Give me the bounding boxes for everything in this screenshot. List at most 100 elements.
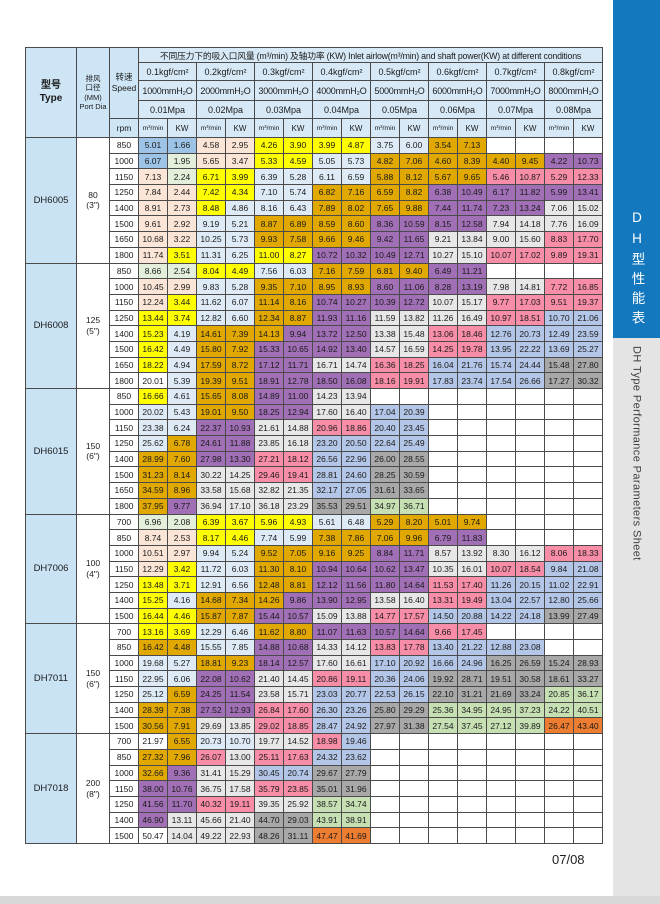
empty-cell	[544, 435, 574, 452]
value-cell: 5.39	[167, 372, 197, 389]
value-cell: 25.49	[399, 435, 429, 452]
table-row: 850 8.74 2.53 8.17 4.46 7.74 5.99 7.38 7.86 7.06 9…	[26, 529, 603, 546]
value-cell: 8.39	[457, 152, 487, 170]
value-cell: 16.04	[428, 356, 458, 374]
value-cell: 17.04	[370, 403, 400, 421]
value-cell: 36.94	[196, 497, 226, 515]
mmh2o-header: 6000mmH₂O	[428, 80, 487, 101]
value-cell: 21.22	[457, 639, 487, 656]
value-cell: 9.96	[399, 529, 429, 546]
value-cell: 11.26	[428, 309, 458, 327]
value-cell: 10.68	[138, 231, 168, 248]
table-row: 1400 15.25 4.16 14.68 7.34 14.26 9.86 13.90 12.9…	[26, 591, 603, 609]
rpm-cell: 1000	[109, 544, 139, 562]
value-cell: 17.12	[254, 356, 284, 374]
mmh2o-header: 5000mmH₂O	[370, 80, 429, 101]
type-header: 型号 Type	[25, 47, 77, 138]
rpm-cell: 1400	[109, 325, 139, 342]
value-cell: 39.35	[254, 795, 284, 813]
unit-flow-header: m³/min	[138, 118, 168, 138]
empty-cell	[428, 450, 458, 468]
value-cell: 3.99	[312, 137, 342, 154]
empty-cell	[457, 482, 487, 499]
value-cell: 19.92	[428, 670, 458, 688]
rpm-cell: 1000	[109, 152, 139, 170]
value-cell: 7.05	[283, 544, 313, 562]
value-cell: 5.46	[486, 168, 516, 186]
table-row: 850 16.42 4.48 15.55 7.85 14.88 10.68 14.33 14.1…	[26, 639, 603, 656]
table-row: 1250 41.56 11.70 40.32 19.11 39.35 25.92 38.57 3…	[26, 795, 603, 813]
table-row: 1800 20.01 5.39 19.39 9.51 18.91 12.78 18.50 16.…	[26, 372, 603, 389]
value-cell: 11.02	[544, 576, 574, 593]
value-cell: 14.13	[254, 325, 284, 342]
value-cell: 21.06	[573, 309, 603, 327]
value-cell: 14.89	[254, 388, 284, 405]
value-cell: 47.47	[312, 827, 342, 844]
value-cell: 9.84	[544, 560, 574, 578]
table-title: 不同压力下的吸入口风量 (m³/min) 及轴功率 (KW) Inlet air…	[138, 47, 603, 63]
value-cell: 15.10	[457, 246, 487, 264]
table-row: 1000 10.51 2.97 9.94 5.24 9.52 7.05 9.16 9.25 8.8…	[26, 544, 603, 562]
table-row: DH6008 125 (5") 850 8.66 2.54 8.04 4.49 7.56 6.03…	[25, 262, 603, 389]
value-cell: 14.64	[399, 623, 429, 640]
value-cell: 9.16	[312, 544, 342, 562]
value-cell: 5.99	[283, 529, 313, 546]
value-cell: 16.71	[312, 356, 342, 374]
empty-cell	[457, 450, 487, 468]
value-cell: 14.88	[283, 419, 313, 437]
header-line: (5")	[86, 325, 100, 336]
value-cell: 20.86	[312, 670, 342, 688]
empty-cell	[544, 795, 574, 813]
value-cell: 17.83	[428, 372, 458, 389]
table-row: 1500 9.61 2.92 9.19 5.21 8.87 6.89 8.59 8.60 8.36…	[26, 215, 603, 233]
unit-power-header: KW	[341, 118, 371, 138]
empty-cell	[515, 419, 545, 437]
rpm-cell: 1500	[109, 466, 139, 484]
value-cell: 26.15	[399, 686, 429, 703]
empty-cell	[544, 623, 574, 640]
empty-cell	[515, 513, 545, 531]
empty-cell	[486, 497, 516, 515]
mmh2o-header: 4000mmH₂O	[312, 80, 371, 101]
value-cell: 8.57	[428, 544, 458, 562]
value-cell: 4.59	[283, 152, 313, 170]
value-cell: 8.20	[399, 513, 429, 531]
unit-flow-header: m³/min	[370, 118, 400, 138]
value-cell: 25.80	[370, 701, 400, 719]
value-cell: 10.64	[341, 560, 371, 578]
empty-cell	[573, 639, 603, 656]
rpm-cell: 700	[109, 623, 139, 640]
value-cell: 16.42	[138, 340, 168, 358]
value-cell: 16.09	[573, 215, 603, 233]
value-cell: 44.70	[254, 811, 284, 829]
table-row: 1150 7.13 2.24 6.71 3.99 6.39 5.28 6.11 6.59 5.88…	[26, 168, 603, 186]
value-cell: 5.73	[225, 231, 255, 248]
value-cell: 9.23	[225, 654, 255, 672]
value-cell: 9.66	[312, 231, 342, 248]
header-line: (MM)	[84, 92, 102, 102]
value-cell: 11.54	[225, 686, 255, 703]
value-cell: 16.08	[341, 372, 371, 389]
value-cell: 11.70	[167, 795, 197, 813]
empty-cell	[457, 764, 487, 782]
value-cell: 29.46	[254, 466, 284, 484]
unit-flow-header: m³/min	[544, 118, 574, 138]
value-cell: 28.47	[312, 717, 342, 735]
empty-cell	[544, 827, 574, 844]
empty-cell	[573, 466, 603, 484]
empty-cell	[573, 623, 603, 640]
value-cell: 18.46	[457, 325, 487, 342]
value-cell: 10.93	[225, 419, 255, 437]
table-row: 1250 13.48 3.71 12.91 6.56 12.48 8.81 12.12 11.5…	[26, 576, 603, 593]
rpm-cell: 1500	[109, 607, 139, 625]
value-cell: 32.82	[254, 482, 284, 499]
value-cell: 8.28	[428, 278, 458, 295]
value-cell: 10.68	[283, 639, 313, 656]
rpm-cell: 1000	[109, 654, 139, 672]
value-cell: 4.86	[225, 199, 255, 217]
table-row: 1650 10.68 3.22 10.25 5.73 9.93 7.58 9.66 9.46 9.…	[26, 231, 603, 248]
value-cell: 6.59	[370, 184, 400, 201]
empty-cell	[428, 795, 458, 813]
rpm-cell: 1000	[109, 764, 139, 782]
value-cell: 4.61	[167, 388, 197, 405]
